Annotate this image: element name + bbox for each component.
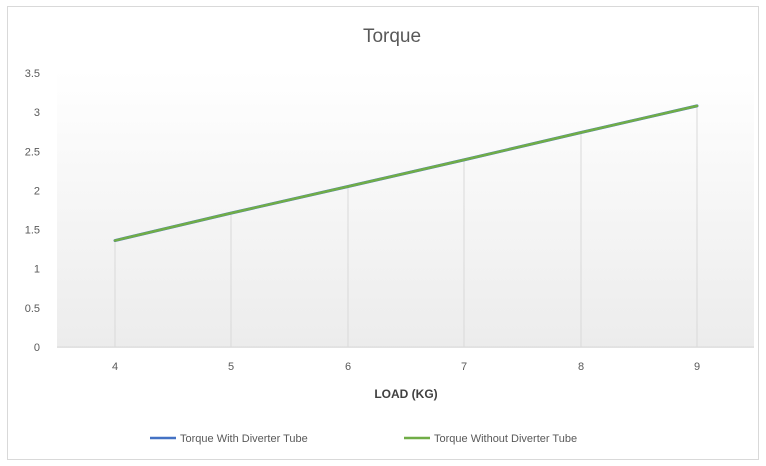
- y-tick-label: 1: [34, 264, 40, 276]
- x-axis: 4 5 6 7 8 9: [112, 361, 700, 373]
- x-axis-label: LOAD (KG): [374, 387, 437, 401]
- y-tick-label: 3.5: [25, 68, 40, 80]
- y-tick-label: 0: [34, 342, 40, 354]
- x-tick-label: 9: [694, 361, 700, 373]
- x-tick-label: 6: [345, 361, 351, 373]
- legend-label: Torque Without Diverter Tube: [434, 433, 577, 445]
- x-tick-label: 4: [112, 361, 118, 373]
- y-axis: 0 0.5 1 1.5 2 2.5 3 3.5: [25, 68, 40, 354]
- legend-label: Torque With Diverter Tube: [180, 433, 308, 445]
- x-tick-label: 8: [578, 361, 584, 373]
- series-lines: [113, 104, 699, 243]
- plot-area: [57, 70, 754, 348]
- x-tick-label: 5: [228, 361, 234, 373]
- legend: Torque With Diverter Tube Torque Without …: [150, 433, 577, 445]
- y-tick-label: 0.5: [25, 303, 40, 315]
- y-tick-label: 3: [34, 107, 40, 119]
- grid-lines: [114, 105, 698, 347]
- y-tick-label: 1.5: [25, 225, 40, 237]
- x-tick-label: 7: [461, 361, 467, 373]
- chart-title: Torque: [363, 26, 421, 47]
- series-line-2: [113, 104, 699, 242]
- y-tick-label: 2.5: [25, 146, 40, 158]
- y-tick-label: 2: [34, 185, 40, 197]
